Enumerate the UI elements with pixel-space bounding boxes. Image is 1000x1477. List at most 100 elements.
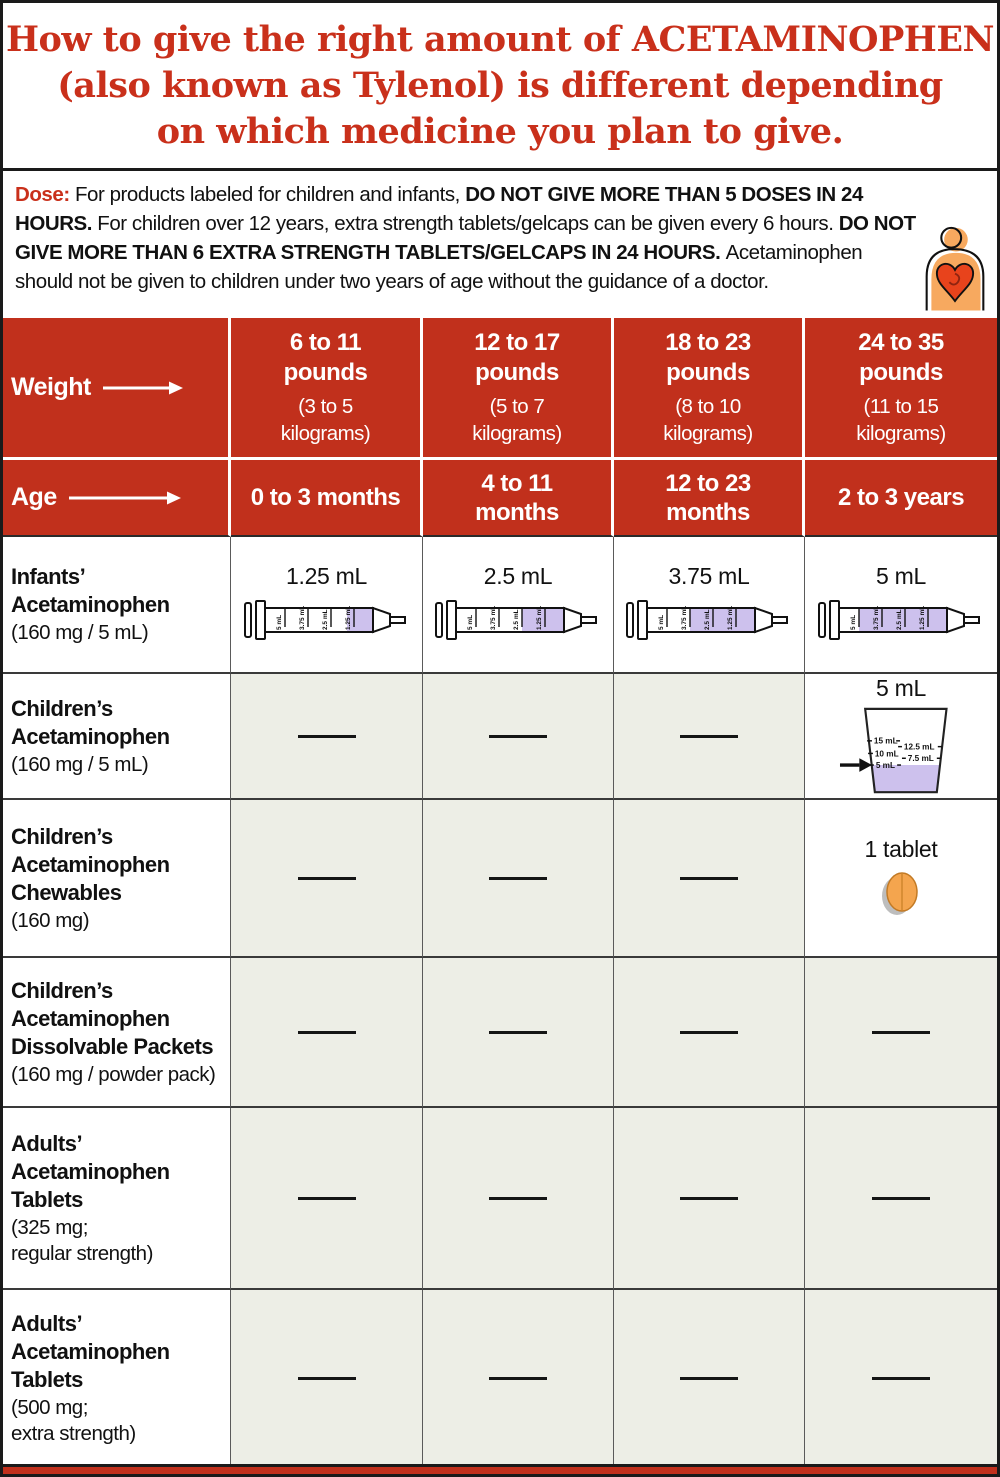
dose-cell-adults500-4 (805, 1290, 997, 1468)
weight-kilograms: (3 to 5 kilograms) (280, 395, 371, 445)
cup-tick: 10 mL (875, 749, 899, 758)
dose-warning: Dose: For products labeled for children … (3, 171, 997, 318)
product-name: Children’s Acetaminophen Dissolvable Pac… (11, 977, 214, 1059)
syringe-tick: 5 mL (276, 614, 283, 629)
product-childrens-acetaminophen: Children’s Acetaminophen (160 mg / 5 mL) (3, 674, 231, 800)
dosing-table: Weight 6 to 11 pounds (3 to 5 kilograms)… (3, 318, 997, 1468)
product-strength: (500 mg; extra strength) (11, 1395, 136, 1445)
weight-pounds: 12 to 17 pounds (474, 329, 560, 386)
dose-label: Dose: (15, 183, 75, 206)
dose-cell-infants-4: 5 mL 5 mL 3.75 mL 2.5 mL 1.25 mL (805, 537, 997, 674)
syringe-tick: 5 mL (467, 614, 474, 629)
dose-cell-adults325-2 (423, 1108, 614, 1290)
dose-cell-adults325-3 (614, 1108, 805, 1290)
no-dose-dash (489, 734, 547, 738)
syringe-tick: 2.5 mL (704, 609, 711, 630)
dose-cell-chewables-4: 1 tablet (805, 800, 997, 958)
product-adults-500: Adults’ Acetaminophen Tablets (500 mg; e… (3, 1290, 231, 1468)
dose-cell-adults500-3 (614, 1290, 805, 1468)
cup-tick: 5 mL (876, 761, 895, 770)
no-dose-dash (680, 1196, 738, 1200)
dose-cell-infants-1: 1.25 mL 5 mL 3.75 mL 2.5 mL 1.25 mL (231, 537, 423, 674)
weight-header-cell: Weight (3, 318, 231, 460)
product-dissolvable-packets: Children’s Acetaminophen Dissolvable Pac… (3, 958, 231, 1108)
product-strength: (160 mg) (11, 908, 90, 932)
dose-cell-dissolvable-2 (423, 958, 614, 1108)
no-dose-dash (872, 1376, 930, 1380)
no-dose-dash (489, 1376, 547, 1380)
dose-cell-infants-2: 2.5 mL 5 mL 3.75 mL 2.5 mL 1.25 mL (423, 537, 614, 674)
weight-col-3: 18 to 23 pounds (8 to 10 kilograms) (614, 318, 805, 460)
title-line-3: on which medicine you plan to give. (156, 110, 844, 152)
product-name: Adults’ Acetaminophen Tablets (11, 1130, 170, 1212)
no-dose-dash (872, 1030, 930, 1034)
dose-text-1: For products labeled for children and in… (74, 183, 466, 206)
no-dose-dash (297, 1376, 356, 1380)
no-dose-dash (489, 1030, 547, 1034)
syringe-2-5ml-icon: 5 mL 3.75 mL 2.5 mL 1.25 mL (435, 599, 597, 640)
dose-amount: 5 mL (876, 675, 926, 701)
dose-cell-chewables-1 (231, 800, 423, 958)
dose-cell-adults325-4 (805, 1108, 997, 1290)
dose-cell-dissolvable-3 (614, 958, 805, 1108)
cup-tick: 7.5 mL (908, 754, 934, 763)
dose-text-3: Acetaminophen should not be given to chi… (15, 241, 863, 293)
age-header-cell: Age (3, 460, 231, 537)
syringe-tick: 5 mL (850, 614, 857, 629)
weight-kilograms: (5 to 7 kilograms) (472, 395, 562, 445)
dose-cell-chewables-2 (423, 800, 614, 958)
syringe-tick: 1.25 mL (919, 605, 926, 629)
product-childrens-chewables: Children’s Acetaminophen Chewables (160 … (3, 800, 231, 958)
dose-amount: 3.75 mL (668, 562, 750, 589)
right-arrow-icon (68, 491, 181, 504)
syringe-tick: 2.5 mL (896, 609, 903, 630)
syringe-tick: 2.5 mL (322, 609, 329, 630)
product-strength: (325 mg; regular strength) (11, 1215, 153, 1265)
no-dose-dash (489, 876, 547, 880)
age-range: 4 to 11 months (475, 469, 559, 526)
syringe-tick: 5 mL (658, 614, 665, 629)
no-dose-dash (680, 876, 738, 880)
weight-pounds: 18 to 23 pounds (665, 329, 751, 386)
product-strength: (160 mg / 5 mL) (11, 752, 149, 776)
product-name: Children’s Acetaminophen Chewables (11, 823, 170, 905)
product-adults-325: Adults’ Acetaminophen Tablets (325 mg; r… (3, 1108, 231, 1290)
age-range: 2 to 3 years (837, 484, 965, 511)
page-title: How to give the right amount of ACETAMIN… (3, 3, 997, 171)
syringe-tick: 3.75 mL (299, 605, 306, 629)
age-col-2: 4 to 11 months (423, 460, 614, 537)
dose-amount: 1.25 mL (285, 562, 367, 589)
dose-cell-dissolvable-4 (805, 958, 997, 1108)
syringe-tick: 3.75 mL (873, 605, 880, 629)
bottom-red-bar (3, 1464, 997, 1474)
syringe-tick: 1.25 mL (536, 605, 543, 629)
parent-holding-child-icon (925, 226, 985, 311)
dose-warning-bold-1: DO NOT GIVE MORE THAN 5 DOSES IN 24 HOUR… (15, 183, 863, 235)
syringe-tick: 1.25 mL (345, 605, 352, 629)
cup-tick: 15 mL (874, 737, 898, 746)
chewable-tablet-icon (882, 872, 918, 915)
weight-label: Weight (11, 373, 91, 401)
no-dose-dash (680, 1376, 738, 1380)
dose-amount: 2.5 mL (483, 562, 553, 589)
product-name: Infants’ Acetaminophen (11, 564, 170, 617)
age-range: 12 to 23 months (665, 469, 751, 526)
dose-cell-adults500-2 (423, 1290, 614, 1468)
dose-cell-childrens-2 (423, 674, 614, 800)
weight-col-1: 6 to 11 pounds (3 to 5 kilograms) (231, 318, 423, 460)
weight-col-2: 12 to 17 pounds (5 to 7 kilograms) (423, 318, 614, 460)
right-arrow-icon (102, 381, 183, 394)
age-label: Age (11, 483, 57, 511)
product-infants-acetaminophen: Infants’ Acetaminophen (160 mg / 5 mL) (3, 537, 231, 674)
dose-amount: 5 mL (876, 562, 926, 589)
dose-cell-infants-3: 3.75 mL 5 mL 3.75 mL 2.5 mL 1.25 mL (614, 537, 805, 674)
no-dose-dash (297, 734, 356, 738)
dose-cell-dissolvable-1 (231, 958, 423, 1108)
no-dose-dash (872, 1196, 930, 1200)
syringe-tick: 3.75 mL (681, 605, 688, 629)
syringe-3-75ml-icon: 5 mL 3.75 mL 2.5 mL 1.25 mL (626, 599, 788, 640)
weight-pounds: 24 to 35 pounds (858, 329, 944, 386)
dose-amount: 1 tablet (864, 836, 938, 862)
dose-cell-childrens-1 (231, 674, 423, 800)
